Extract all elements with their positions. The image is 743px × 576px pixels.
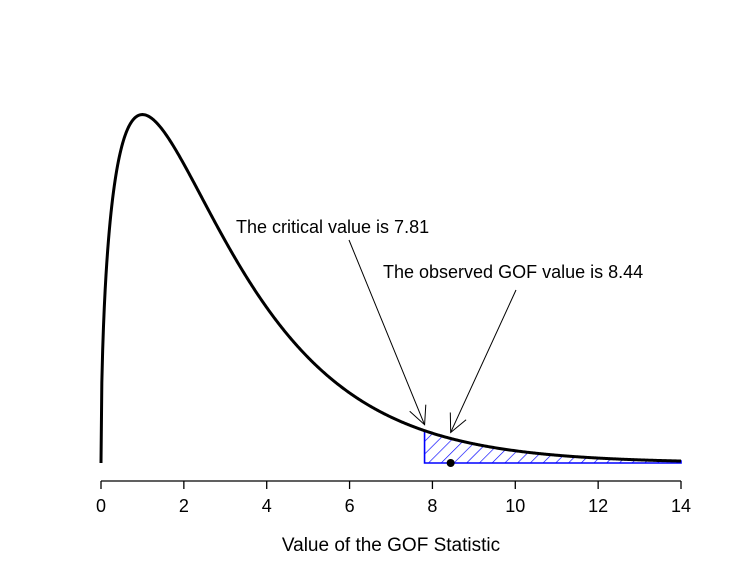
x-tick-label: 14: [671, 496, 691, 516]
critical-value-leader-line: [348, 239, 426, 425]
observed-value-leader-line: [450, 289, 517, 433]
x-tick-label: 0: [96, 496, 106, 516]
x-tick-label: 4: [262, 496, 272, 516]
x-tick-label: 10: [505, 496, 525, 516]
x-tick-label: 6: [345, 496, 355, 516]
observed-value-annotation: The observed GOF value is 8.44: [383, 262, 643, 282]
x-axis-label: Value of the GOF Statistic: [282, 535, 500, 556]
critical-value-arrowhead: [409, 404, 427, 426]
x-tick-label: 8: [427, 496, 437, 516]
observed-value-arrowhead: [449, 412, 467, 434]
observed-value-point: [446, 459, 455, 467]
critical-value-annotation: The critical value is 7.81: [236, 217, 429, 237]
x-tick-label: 2: [179, 496, 189, 516]
x-tick-label: 12: [588, 496, 608, 516]
density-curve: [99, 113, 682, 464]
rejection-region: [423, 429, 682, 464]
